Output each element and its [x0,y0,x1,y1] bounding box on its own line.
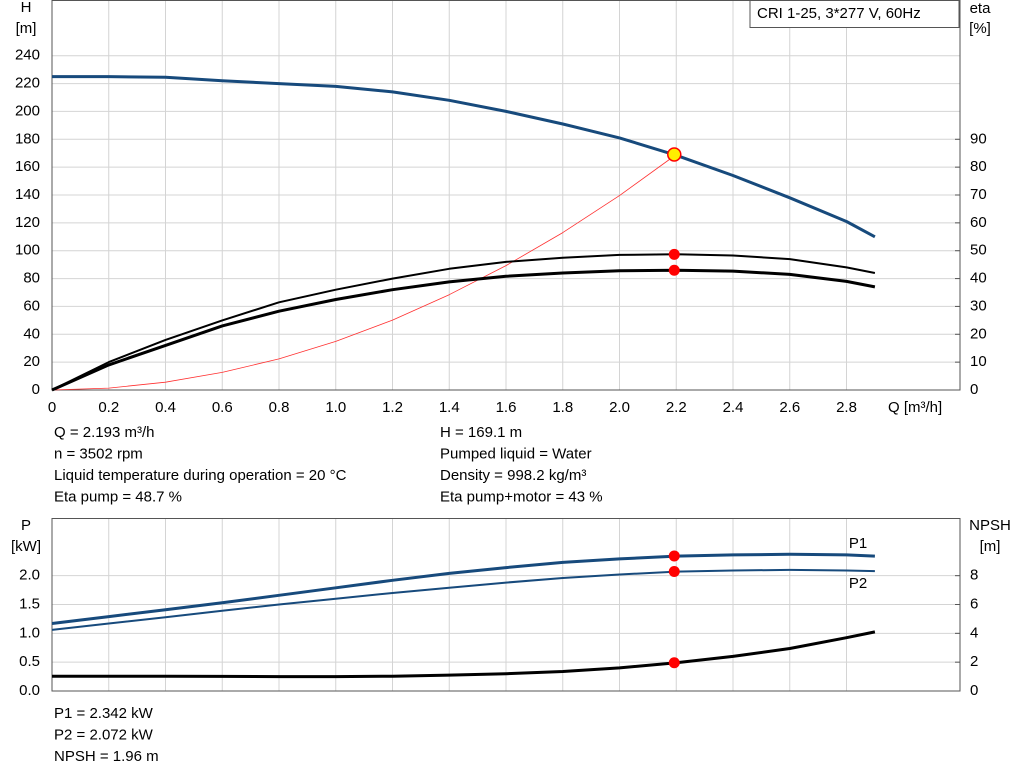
y2-axis-label: eta [970,0,992,17]
x-tick-label: 1.2 [382,399,403,416]
x-tick-label: 1.8 [552,399,573,416]
y2-axis-label: NPSH [969,517,1011,534]
y-tick-label: 80 [23,270,40,287]
x-tick-label: 2.2 [666,399,687,416]
info-text: n = 3502 rpm [54,445,143,462]
y-tick-label: 2.0 [19,567,40,584]
curve [51,154,677,391]
y2-axis-label: [%] [969,20,991,37]
y2-tick-label: 60 [970,214,987,231]
curve [51,253,876,391]
curve [52,75,876,239]
operating-point [668,657,680,669]
x-tick-label: 2.4 [723,399,744,416]
x-tick-label: 2.6 [779,399,800,416]
y2-axis-label: [m] [980,538,1001,555]
y-axis-label: P [21,517,31,534]
operating-point [668,248,680,260]
curve [52,630,876,679]
curve [51,568,875,631]
info-text: Density = 998.2 kg/m³ [440,467,586,484]
x-tick-label: 1.6 [496,399,517,416]
y2-tick-label: 20 [970,325,987,342]
y-tick-label: 240 [15,47,40,64]
y-tick-label: 220 [15,75,40,92]
operating-point [668,550,680,562]
y-tick-label: 0 [32,381,40,398]
info-text: Liquid temperature during operation = 20… [54,467,347,484]
y2-tick-label: 2 [970,653,978,670]
info-text: NPSH = 1.96 m [54,748,159,765]
y-tick-label: 60 [23,297,40,314]
info-text: Pumped liquid = Water [440,445,592,462]
y2-tick-label: 8 [970,567,978,584]
x-tick-label: 0 [48,399,56,416]
y-tick-label: 100 [15,242,40,259]
series-label: P1 [849,535,867,552]
x-tick-label: 1.0 [325,399,346,416]
x-tick-label: 0.2 [98,399,119,416]
y-axis-label: [kW] [11,538,41,555]
operating-point [667,147,682,162]
title-box [749,0,960,28]
y-axis-label: H [21,0,32,16]
plot-frame [51,0,961,391]
y2-tick-label: 70 [970,186,987,203]
info-text: H = 169.1 m [440,424,522,441]
y2-tick-label: 90 [970,130,987,147]
y2-tick-label: 10 [970,353,987,370]
y2-tick-label: 30 [970,297,987,314]
y-tick-label: 20 [23,353,40,370]
y-tick-label: 160 [15,158,40,175]
y-tick-label: 0.5 [19,653,40,670]
y-tick-label: 40 [23,325,40,342]
curve [51,552,875,625]
x-axis-label: Q [m³/h] [888,399,942,416]
y2-tick-label: 40 [970,270,987,287]
y-tick-label: 140 [15,186,40,203]
y2-tick-label: 6 [970,595,978,612]
x-tick-label: 0.8 [269,399,290,416]
y-tick-label: 1.5 [19,595,40,612]
operating-point [668,264,680,276]
x-tick-label: 1.4 [439,399,460,416]
x-tick-label: 2.8 [836,399,857,416]
y2-tick-label: 4 [970,624,978,641]
info-text: P1 = 2.342 kW [54,705,154,722]
y2-tick-label: 0 [970,682,978,699]
charts: 0 0.2 0.4 0.6 0.8 1.0 1.2 1.4 1.6 1.8 2.0 2.2 2.4 2.6… [11,0,1011,765]
info-text: Eta pump+motor = 43 % [440,488,603,505]
y-axis-label: [m] [16,20,37,37]
y-tick-label: 200 [15,102,40,119]
series-label: P2 [849,575,867,592]
x-tick-label: 2.0 [609,399,630,416]
x-tick-label: 0.6 [212,399,233,416]
y-tick-label: 180 [15,130,40,147]
plot-frame [51,518,961,692]
curve [51,268,876,392]
info-text: Q = 2.193 m³/h [54,424,154,441]
y2-tick-label: 0 [970,381,978,398]
y-tick-label: 0.0 [19,682,40,699]
info-text: P2 = 2.072 kW [54,726,154,743]
x-tick-label: 0.4 [155,399,176,416]
y2-tick-label: 50 [970,242,987,259]
operating-point [668,566,680,578]
chart-title: CRI 1-25, 3*277 V, 60Hz [757,5,921,22]
y2-tick-label: 80 [970,158,987,175]
info-text: Eta pump = 48.7 % [54,488,182,505]
y-tick-label: 1.0 [19,624,40,641]
y-tick-label: 120 [15,214,40,231]
